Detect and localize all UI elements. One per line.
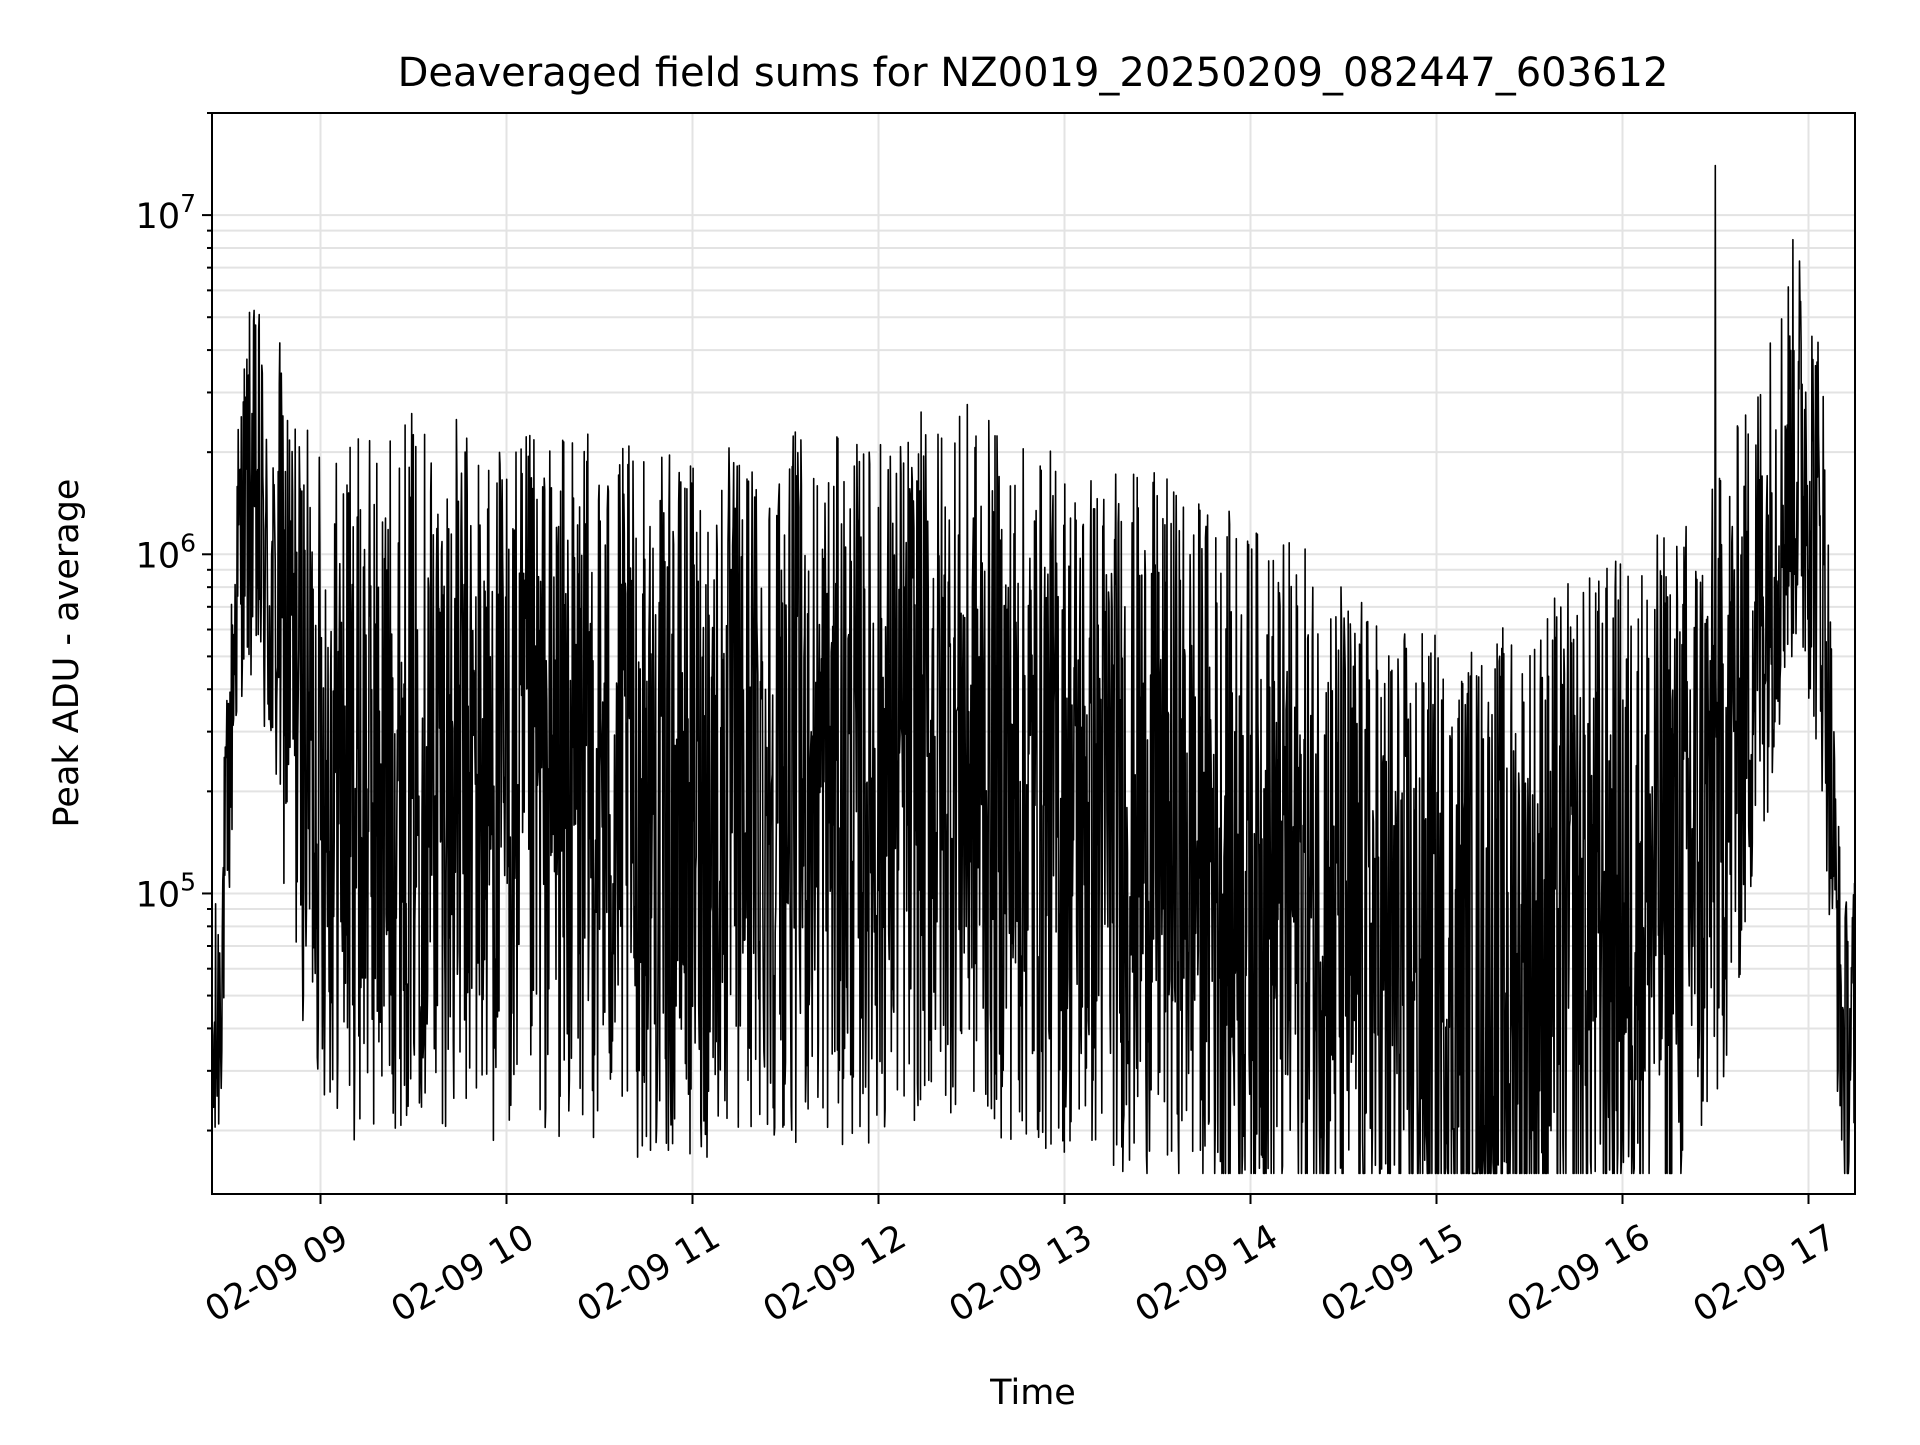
y-axis-ticks: 105 106 107 [136, 112, 212, 1132]
chart-title: Deaveraged field sums for NZ0019_2025020… [398, 50, 1669, 96]
plot-frame [211, 112, 1856, 1195]
y-tick-label: 105 [136, 867, 196, 915]
x-axis-label: Time [989, 1373, 1076, 1413]
series-layer [211, 164, 1856, 1175]
y-tick-label: 106 [136, 528, 196, 576]
y-tick-label: 107 [136, 189, 196, 237]
y-axis-label: Peak ADU - average [47, 479, 87, 828]
series-line [211, 164, 1856, 1175]
